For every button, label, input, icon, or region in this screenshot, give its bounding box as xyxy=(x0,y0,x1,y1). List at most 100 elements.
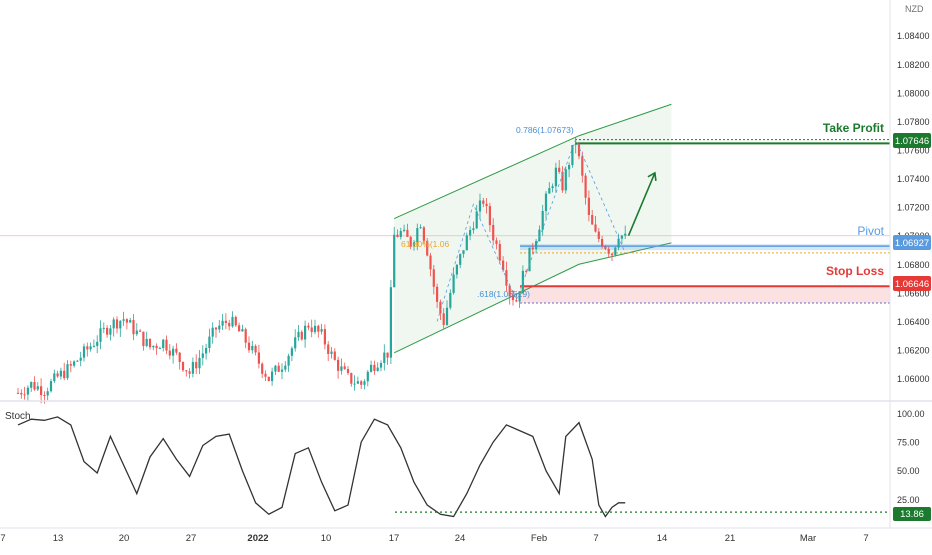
candle-body xyxy=(597,231,600,240)
projection-arrow xyxy=(627,172,656,237)
candle-body xyxy=(284,365,287,370)
candle-body xyxy=(327,344,330,354)
candle-body xyxy=(376,367,379,371)
candle-body xyxy=(195,362,198,369)
candle-body xyxy=(449,292,452,308)
candle-body xyxy=(30,382,33,388)
candle-body xyxy=(96,341,99,346)
stoch-tick-label: 75.00 xyxy=(897,438,920,448)
price-tick-label: 1.06200 xyxy=(897,346,930,356)
candle-body xyxy=(290,348,293,356)
candle-body xyxy=(340,366,343,371)
candle-body xyxy=(168,350,171,356)
candle-body xyxy=(109,328,112,335)
candle-body xyxy=(211,327,214,337)
price-axis: 1.08400 1.08200 1.08000 1.07800 1.07600 1.074… xyxy=(897,31,930,384)
candle-body xyxy=(422,227,425,241)
candle-body xyxy=(257,352,260,364)
candle-body xyxy=(79,357,82,361)
svg-text:13.86: 13.86 xyxy=(900,509,924,520)
candle-body xyxy=(261,363,264,374)
fib-618-top-label: 61.80%(1.06 xyxy=(401,239,449,249)
time-tick-label: Mar xyxy=(800,533,816,544)
candle-body xyxy=(495,240,498,244)
candle-body xyxy=(574,144,577,146)
candle-body xyxy=(300,331,303,340)
candle-body xyxy=(568,165,571,170)
candle-body xyxy=(462,250,465,254)
candle-body xyxy=(86,346,89,350)
candle-body xyxy=(426,240,429,256)
candle-body xyxy=(53,373,56,382)
stoch-line xyxy=(17,416,626,518)
candle-body xyxy=(337,359,340,371)
candle-body xyxy=(614,247,617,256)
candle-body xyxy=(264,373,267,377)
candle-body xyxy=(49,381,53,392)
pivot-zone xyxy=(520,244,890,251)
candle-body xyxy=(218,325,221,330)
candle-body xyxy=(317,325,320,332)
candle-body xyxy=(594,224,597,232)
candle-body xyxy=(370,364,373,372)
candle-body xyxy=(581,156,584,176)
candle-body xyxy=(554,167,557,187)
candle-body xyxy=(511,296,515,301)
stop-loss-price-tag: 1.06646 xyxy=(893,276,931,291)
candle-body xyxy=(119,320,122,329)
candle-body xyxy=(320,329,323,332)
price-tick-label: 1.07800 xyxy=(897,117,930,127)
time-tick-label: 24 xyxy=(455,533,466,544)
candle-body xyxy=(416,228,419,243)
stoch-axis: 100.00 75.00 50.00 25.00 xyxy=(897,409,925,505)
candle-body xyxy=(482,200,485,204)
time-tick-label: 10 xyxy=(321,533,332,544)
candle-body xyxy=(224,320,227,323)
candle-body xyxy=(502,260,505,271)
candle-body xyxy=(307,325,310,328)
candle-body xyxy=(333,351,336,360)
time-tick-label: 7 xyxy=(593,533,598,544)
candle-body xyxy=(350,373,353,384)
candle-body xyxy=(304,325,307,340)
stoch-value-tag: 13.86 xyxy=(893,507,931,521)
candle-body xyxy=(432,269,435,287)
candle-body xyxy=(106,327,109,335)
take-profit-price-tag: 1.07646 xyxy=(893,133,931,148)
candle-body xyxy=(46,391,49,396)
candle-body xyxy=(442,313,445,325)
candle-body xyxy=(459,253,462,265)
fib-786-label: 0.786(1.07673) xyxy=(516,125,574,135)
candle-body xyxy=(231,316,234,327)
time-tick-label: 20 xyxy=(119,533,130,544)
candle-body xyxy=(310,327,313,333)
candle-body xyxy=(544,193,548,211)
candle-body xyxy=(172,348,175,356)
price-tick-label: 1.07200 xyxy=(897,203,930,213)
candle-body xyxy=(538,229,541,242)
channel-fill xyxy=(394,104,672,353)
candle-body xyxy=(346,369,350,374)
candle-body xyxy=(360,381,363,385)
candle-body xyxy=(165,339,168,351)
candle-body xyxy=(181,362,185,371)
candle-body xyxy=(439,301,442,314)
price-tick-label: 1.06600 xyxy=(897,288,930,298)
candle-body xyxy=(564,169,567,191)
candle-body xyxy=(452,274,455,293)
stoch-pane[interactable] xyxy=(17,416,890,518)
candle-body xyxy=(33,382,36,390)
pivot-label: Pivot xyxy=(857,224,884,238)
candle-body xyxy=(145,338,148,346)
candle-body xyxy=(132,320,135,335)
candle-body xyxy=(112,319,115,329)
candle-body xyxy=(591,214,594,225)
price-pane[interactable] xyxy=(0,103,890,404)
candle-body xyxy=(399,230,402,238)
candle-body xyxy=(330,351,333,354)
candle-body xyxy=(185,370,188,372)
candle-body xyxy=(162,339,165,349)
candle-body xyxy=(548,188,551,194)
candle-body xyxy=(396,234,399,238)
